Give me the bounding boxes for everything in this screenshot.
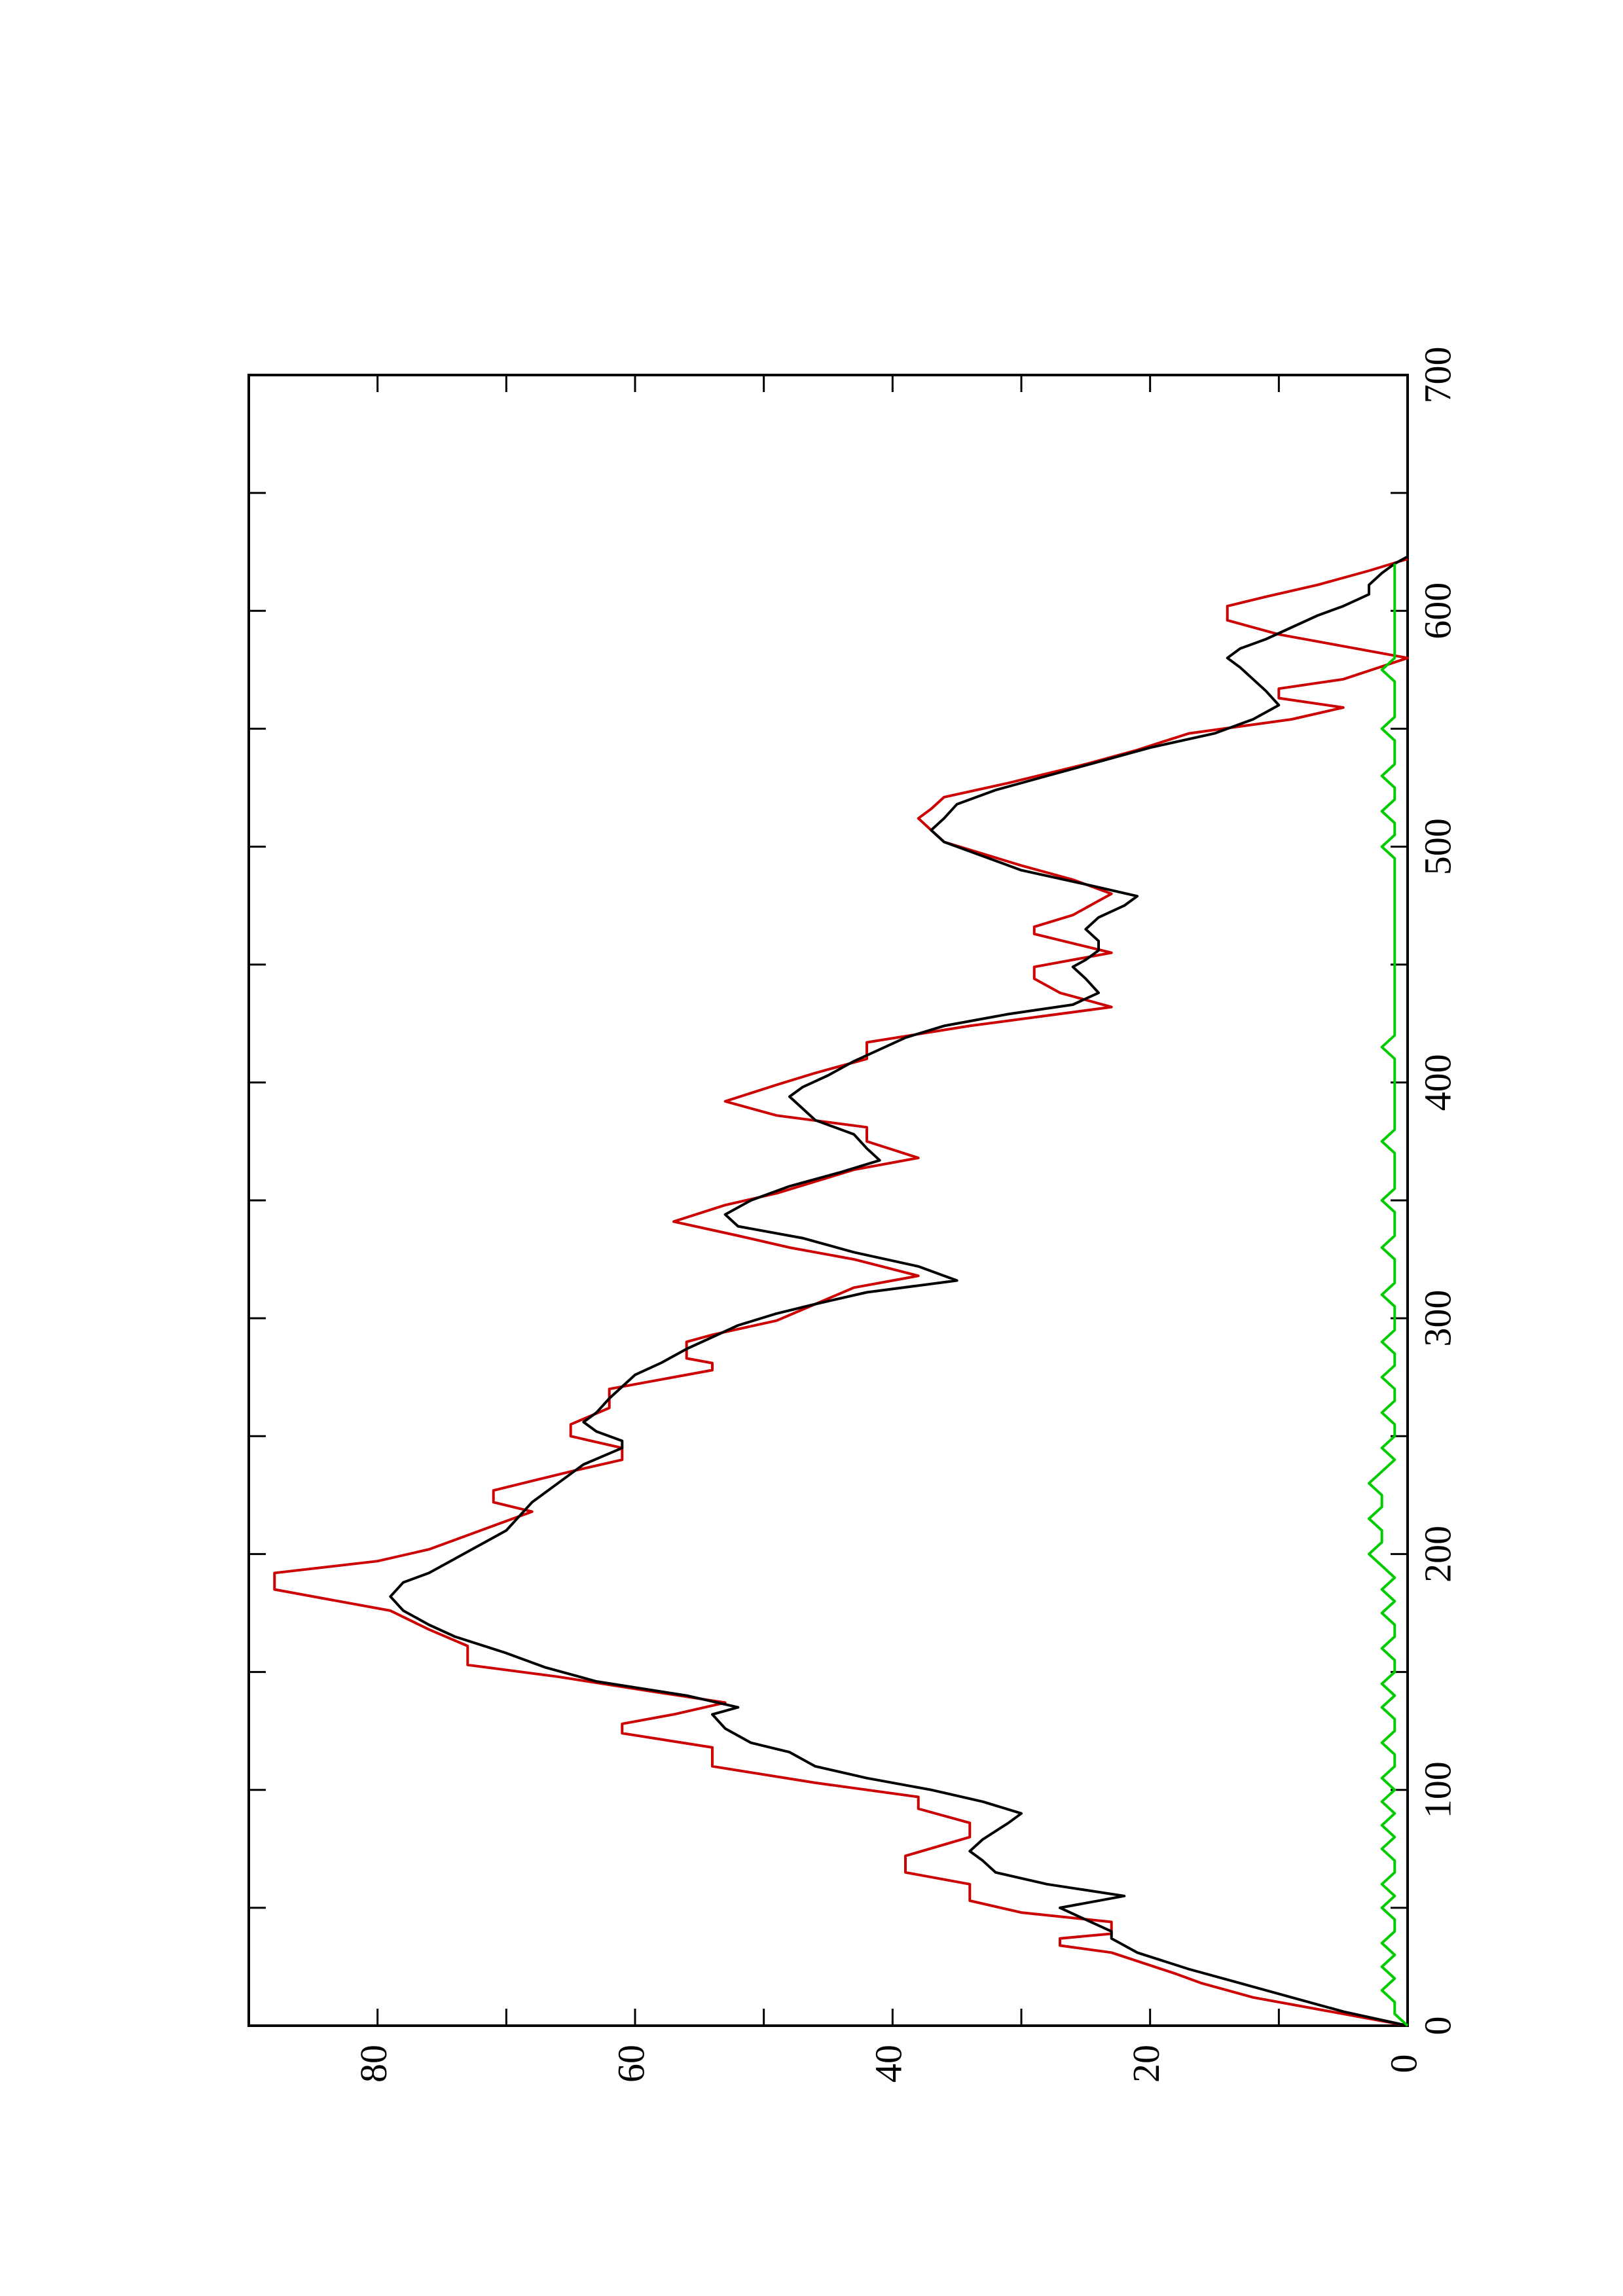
y-tick-label: 0 <box>1382 2054 1425 2073</box>
red-series-line <box>273 558 1409 2027</box>
x-tick-label: 700 <box>1416 347 1459 404</box>
tick-labels: 0 100 200 300 400 500 600 700 0 20 40 60 80 <box>352 347 1459 2083</box>
tick-marks <box>247 374 1409 2027</box>
x-tick-label: 300 <box>1416 1290 1459 1347</box>
black-series-line <box>389 555 1408 2027</box>
green-series-line <box>1368 564 1409 2027</box>
y-tick-label: 80 <box>352 2045 395 2083</box>
x-tick-label: 400 <box>1416 1054 1459 1111</box>
y-tick-label: 60 <box>610 2045 652 2083</box>
x-tick-label: 100 <box>1416 1761 1459 1818</box>
y-tick-label: 40 <box>867 2045 910 2083</box>
y-tick-label: 20 <box>1125 2045 1167 2083</box>
x-tick-label: 500 <box>1416 818 1459 875</box>
x-tick-label: 0 <box>1416 2017 1459 2036</box>
series-group <box>273 555 1409 2027</box>
x-tick-label: 600 <box>1416 583 1459 639</box>
x-tick-label: 200 <box>1416 1526 1459 1583</box>
